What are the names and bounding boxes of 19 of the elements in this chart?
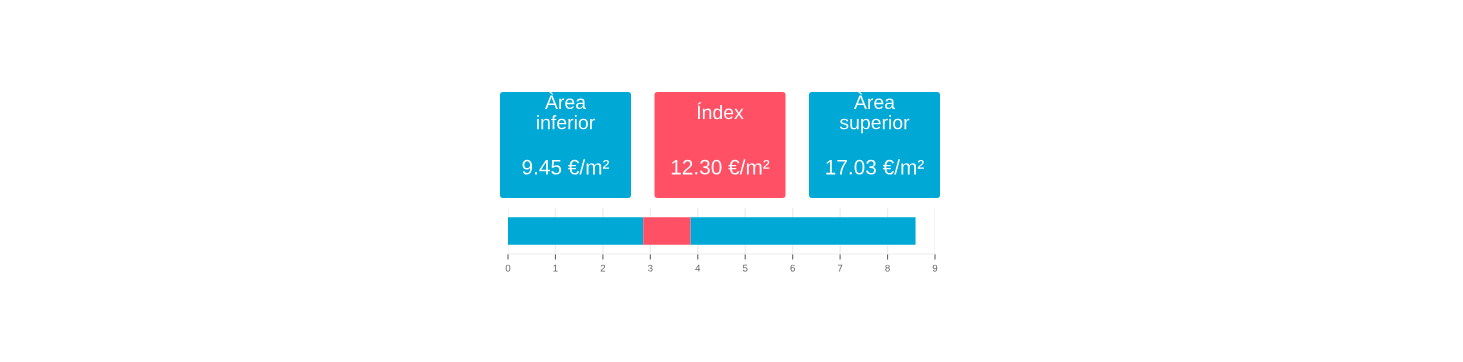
x-tick-label: 2	[600, 264, 606, 272]
x-tick-label: 6	[790, 264, 795, 272]
x-tick-label: 5	[742, 264, 748, 272]
text: Àrea superior	[839, 92, 910, 134]
text: Àrea inferior	[537, 92, 595, 130]
x-tick-label: 4	[695, 264, 701, 272]
bar	[643, 217, 691, 245]
text: 17.03 €/m²	[826, 159, 924, 175]
bar	[508, 217, 644, 245]
x-tick-label: 8	[885, 264, 890, 272]
text: 9.45 €/m²	[522, 159, 610, 175]
text: 12.30 €/m²	[671, 159, 770, 175]
x-tick-label: 7	[837, 264, 843, 272]
x-tick-label: 9	[932, 264, 938, 272]
x-tick-label: 0	[505, 264, 511, 272]
bar	[690, 217, 916, 245]
x-tick-label: 1	[553, 264, 558, 272]
text: Índex	[697, 102, 744, 120]
x-tick-label: 3	[648, 264, 653, 272]
